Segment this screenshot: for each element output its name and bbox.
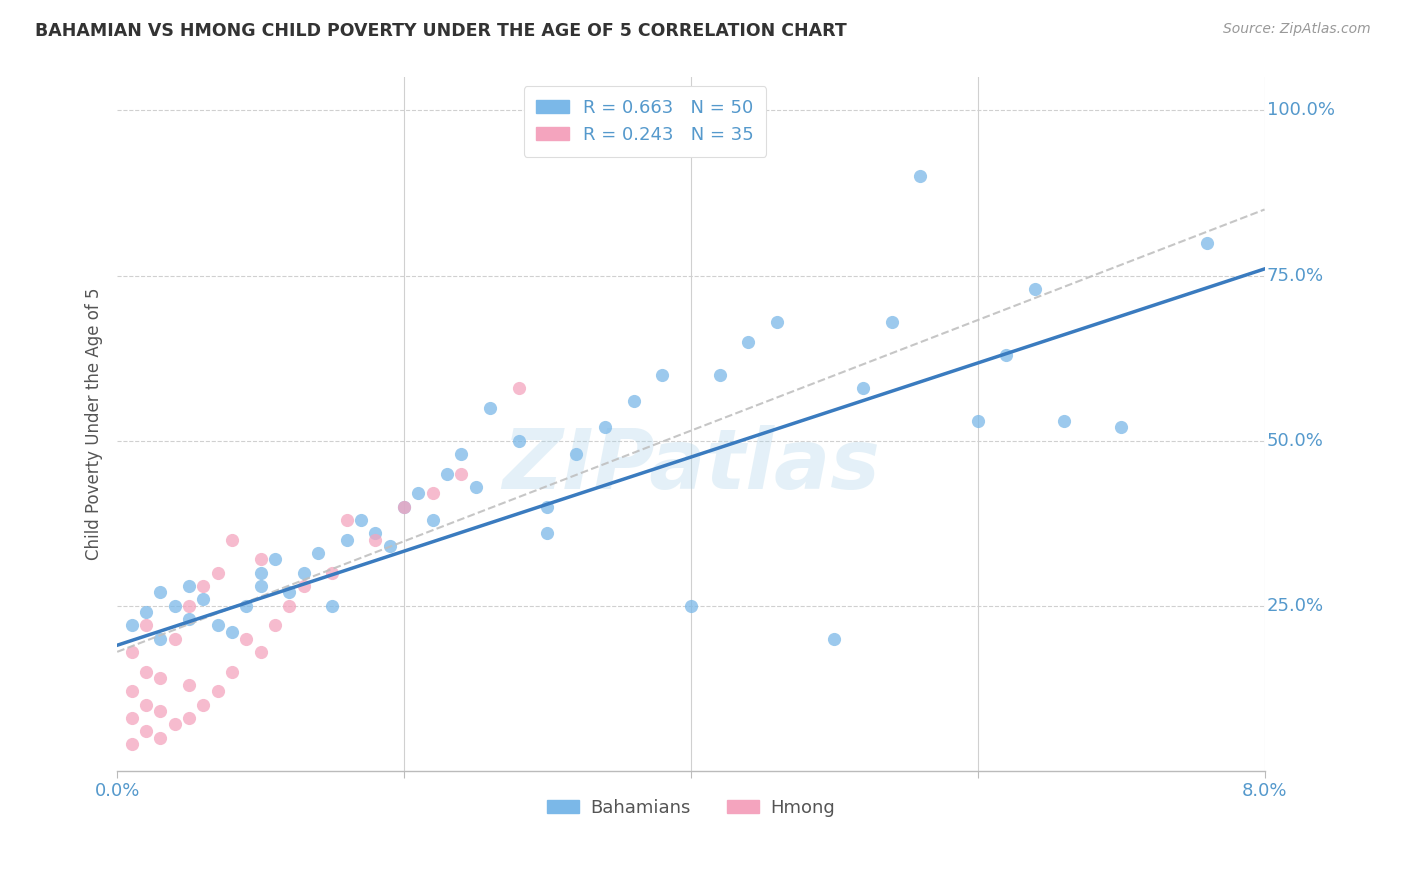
Point — [207, 566, 229, 580]
Point — [292, 566, 315, 580]
Text: 50.0%: 50.0% — [1267, 432, 1324, 450]
Point — [121, 684, 143, 698]
Point — [249, 552, 271, 566]
Point — [436, 467, 458, 481]
Point — [508, 434, 530, 448]
Point — [823, 632, 845, 646]
Point — [408, 486, 430, 500]
Point — [321, 599, 343, 613]
Point — [149, 671, 172, 685]
Point — [207, 618, 229, 632]
Point — [135, 665, 157, 679]
Point — [378, 539, 401, 553]
Point — [177, 711, 200, 725]
Point — [392, 500, 415, 514]
Text: ZIPatlas: ZIPatlas — [502, 425, 880, 506]
Point — [565, 447, 588, 461]
Point — [149, 731, 172, 745]
Point — [536, 500, 558, 514]
Text: 75.0%: 75.0% — [1267, 267, 1324, 285]
Point — [910, 169, 932, 184]
Point — [163, 717, 186, 731]
Point — [464, 480, 486, 494]
Point — [593, 420, 616, 434]
Point — [709, 368, 731, 382]
Point — [177, 579, 200, 593]
Point — [135, 724, 157, 739]
Point — [121, 618, 143, 632]
Point — [1109, 420, 1132, 434]
Point — [679, 599, 702, 613]
Point — [450, 467, 472, 481]
Point — [278, 599, 301, 613]
Point — [177, 612, 200, 626]
Point — [766, 315, 789, 329]
Point — [278, 585, 301, 599]
Point — [450, 447, 472, 461]
Text: 100.0%: 100.0% — [1267, 102, 1334, 120]
Point — [221, 533, 243, 547]
Point — [121, 711, 143, 725]
Legend: Bahamians, Hmong: Bahamians, Hmong — [540, 791, 842, 824]
Point — [336, 513, 359, 527]
Point — [1024, 282, 1046, 296]
Point — [422, 486, 444, 500]
Point — [966, 414, 988, 428]
Y-axis label: Child Poverty Under the Age of 5: Child Poverty Under the Age of 5 — [86, 288, 103, 560]
Point — [163, 599, 186, 613]
Point — [1053, 414, 1076, 428]
Point — [193, 592, 215, 607]
Point — [336, 533, 359, 547]
Point — [235, 599, 257, 613]
Point — [623, 394, 645, 409]
Point — [995, 348, 1018, 362]
Point — [536, 526, 558, 541]
Point — [149, 585, 172, 599]
Point — [135, 698, 157, 712]
Point — [221, 625, 243, 640]
Point — [321, 566, 343, 580]
Point — [163, 632, 186, 646]
Point — [264, 552, 287, 566]
Point — [852, 381, 875, 395]
Point — [422, 513, 444, 527]
Point — [193, 698, 215, 712]
Point — [350, 513, 373, 527]
Point — [307, 546, 329, 560]
Point — [177, 678, 200, 692]
Point — [1197, 235, 1219, 250]
Point — [479, 401, 502, 415]
Point — [207, 684, 229, 698]
Point — [221, 665, 243, 679]
Point — [149, 704, 172, 718]
Point — [149, 632, 172, 646]
Point — [880, 315, 903, 329]
Point — [249, 645, 271, 659]
Point — [364, 526, 387, 541]
Text: BAHAMIAN VS HMONG CHILD POVERTY UNDER THE AGE OF 5 CORRELATION CHART: BAHAMIAN VS HMONG CHILD POVERTY UNDER TH… — [35, 22, 846, 40]
Point — [135, 605, 157, 619]
Text: 25.0%: 25.0% — [1267, 597, 1324, 615]
Point — [737, 334, 759, 349]
Point — [249, 566, 271, 580]
Point — [264, 618, 287, 632]
Point — [364, 533, 387, 547]
Point — [651, 368, 673, 382]
Point — [135, 618, 157, 632]
Point — [121, 645, 143, 659]
Point — [121, 737, 143, 751]
Point — [193, 579, 215, 593]
Point — [292, 579, 315, 593]
Point — [235, 632, 257, 646]
Point — [177, 599, 200, 613]
Point — [392, 500, 415, 514]
Text: Source: ZipAtlas.com: Source: ZipAtlas.com — [1223, 22, 1371, 37]
Point — [508, 381, 530, 395]
Point — [249, 579, 271, 593]
